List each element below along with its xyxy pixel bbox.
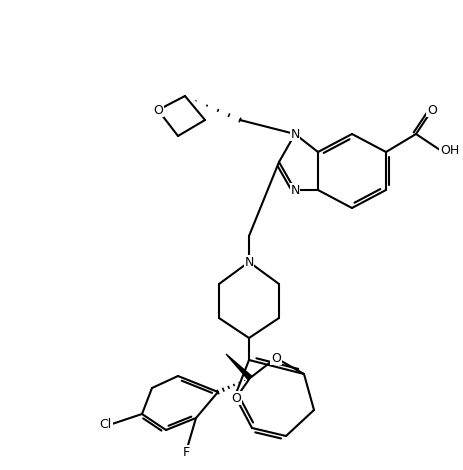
Text: N: N — [244, 256, 253, 268]
Text: N: N — [290, 127, 299, 141]
Text: OH: OH — [439, 143, 458, 157]
Text: F: F — [182, 446, 189, 459]
Polygon shape — [225, 354, 251, 380]
Text: Cl: Cl — [100, 417, 112, 431]
Text: O: O — [231, 392, 240, 405]
Text: O: O — [270, 352, 280, 365]
Text: O: O — [153, 103, 163, 117]
Text: O: O — [426, 103, 436, 117]
Text: N: N — [290, 183, 299, 196]
